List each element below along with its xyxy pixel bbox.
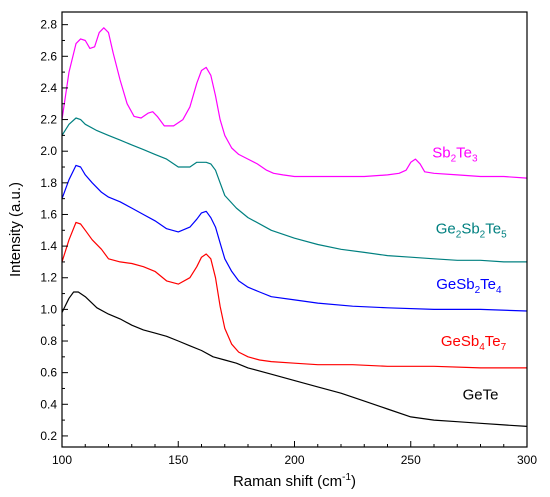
y-tick-label: 0.6	[40, 366, 57, 380]
x-tick-label: 250	[401, 453, 421, 467]
series-label-gesb2te4: GeSb2Te4	[436, 276, 502, 296]
y-axis-ticks: 0.2 0.4 0.6 0.8 1.0 1.2 1.4 1.6 1.8 2.0 2.2 2.4 2.6 2…	[40, 18, 68, 443]
y-tick-label: 1.2	[40, 271, 57, 285]
series-line-gete	[61, 291, 528, 427]
y-axis-title: Intensity (a.u.)	[7, 182, 24, 277]
y-tick-label: 1.8	[40, 176, 57, 190]
y-tick-label: 1.4	[40, 239, 57, 253]
series-label-gesb4te7: GeSb4Te7	[441, 333, 507, 353]
y-tick-label: 2.6	[40, 49, 57, 63]
x-axis-ticks: 100 150 200 250 300	[52, 441, 537, 467]
x-axis-title: Raman shift (cm-1)	[233, 472, 356, 490]
series-line-sb2te3	[61, 27, 528, 179]
y-tick-label: 1.0	[40, 302, 57, 316]
x-tick-label: 100	[52, 453, 72, 467]
series-layer	[61, 27, 528, 427]
y-tick-label: 2.0	[40, 144, 57, 158]
series-line-gesb2te4	[61, 164, 528, 312]
x-tick-label: 200	[284, 453, 304, 467]
x-tick-label: 150	[168, 453, 188, 467]
y-tick-label: 0.4	[40, 397, 57, 411]
series-line-ge2sb2te5	[61, 117, 527, 263]
series-labels: GeTe GeSb4Te7 GeSb2Te4 Ge2Sb2Te5 Sb2Te3	[432, 145, 507, 404]
series-label-ge2sb2te5: Ge2Sb2Te5	[436, 220, 507, 240]
series-label-sb2te3: Sb2Te3	[432, 145, 478, 165]
series-label-gete: GeTe	[463, 387, 499, 404]
y-tick-label: 1.6	[40, 207, 57, 221]
x-tick-label: 300	[517, 453, 537, 467]
y-tick-label: 0.8	[40, 334, 57, 348]
y-tick-label: 2.4	[40, 81, 57, 95]
y-tick-label: 2.8	[40, 18, 57, 32]
y-tick-label: 0.2	[40, 429, 57, 443]
series-line-gesb4te7	[61, 221, 527, 369]
y-tick-label: 2.2	[40, 113, 57, 127]
